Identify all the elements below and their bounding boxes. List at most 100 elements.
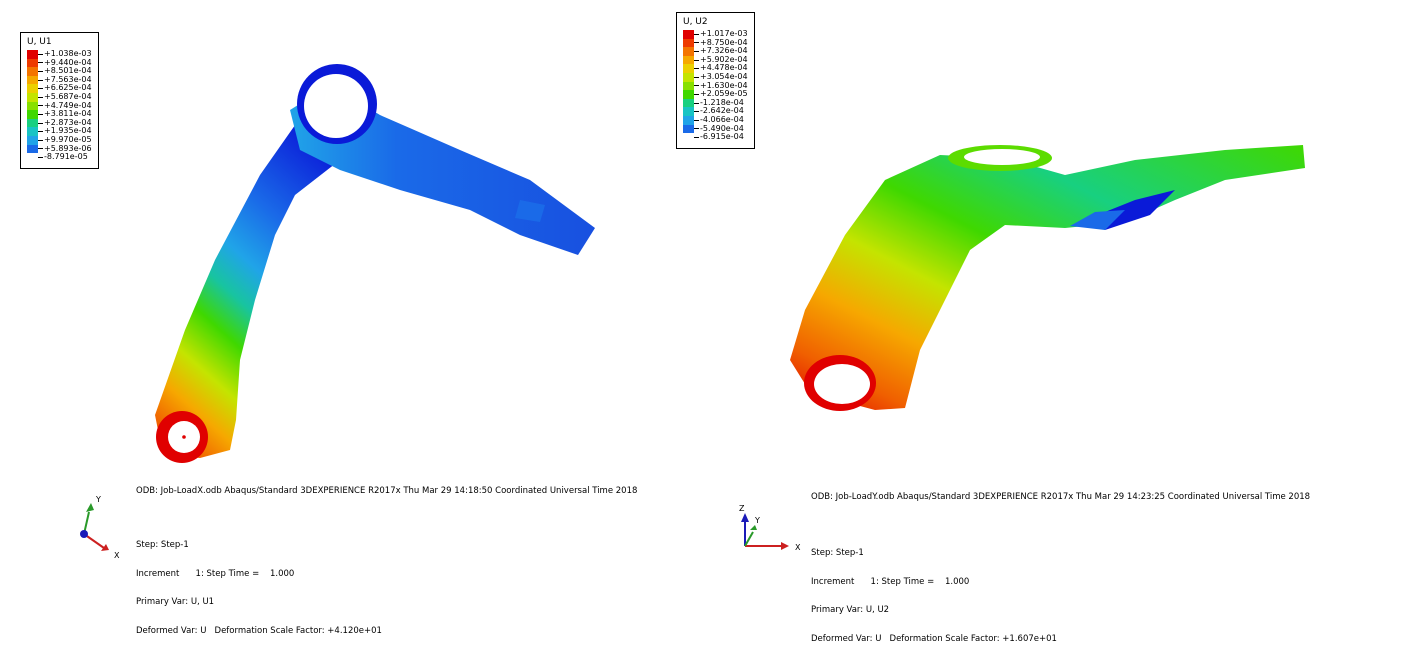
legend-swatch bbox=[683, 38, 694, 48]
legend-entry: +2.059e-05 bbox=[683, 90, 748, 99]
legend-swatch bbox=[683, 64, 694, 73]
legend-swatch bbox=[27, 75, 38, 85]
legend-swatch bbox=[27, 101, 38, 111]
legend-swatch bbox=[27, 84, 38, 93]
legend-tick bbox=[38, 113, 43, 115]
legend-entry: +1.017e-03 bbox=[683, 29, 748, 39]
legend-value: +6.625e-04 bbox=[44, 83, 92, 93]
legend-entry: +1.935e-04 bbox=[27, 127, 92, 136]
triad-label-z: Z bbox=[739, 504, 745, 513]
legend-tick bbox=[38, 88, 43, 90]
legend-value: -2.642e-04 bbox=[700, 106, 744, 116]
legend-entry: +5.893e-06 bbox=[27, 143, 92, 154]
legend-value: +1.017e-03 bbox=[700, 29, 748, 38]
legend-tick bbox=[38, 122, 43, 124]
legend-tick bbox=[694, 42, 699, 44]
axis-triad-left: Y X bbox=[80, 495, 120, 560]
model-contour-plot-u2 bbox=[790, 145, 1305, 411]
triad-label-y: Y bbox=[754, 516, 760, 525]
legend-entry: +4.749e-04 bbox=[27, 100, 92, 111]
legend-tick bbox=[38, 156, 43, 158]
legend-tick bbox=[38, 79, 43, 81]
legend-value: +5.687e-04 bbox=[44, 91, 92, 101]
odb-info-line: ODB: Job-LoadX.odb Abaqus/Standard 3DEXP… bbox=[136, 486, 638, 496]
legend-tick bbox=[38, 131, 43, 133]
legend-swatch bbox=[27, 50, 38, 59]
legend-entry: -2.642e-04 bbox=[683, 107, 748, 116]
legend-tick bbox=[694, 93, 699, 95]
legend-value: +5.893e-06 bbox=[44, 143, 92, 153]
triad-label-x: X bbox=[795, 543, 801, 552]
axis-triad-right: Z Y X bbox=[739, 504, 801, 552]
legend-entry: -8.791e-05 bbox=[27, 153, 92, 162]
legend-rows: +1.017e-03 +8.750e-04 +7.326e-04 +5.902e-04… bbox=[683, 29, 748, 142]
legend-entry: +5.687e-04 bbox=[27, 91, 92, 102]
legend-entry: +9.440e-04 bbox=[27, 58, 92, 68]
legend-value: +2.059e-05 bbox=[700, 89, 748, 99]
increment-label: Increment 1: Step Time = 1.000 bbox=[136, 568, 295, 579]
step-info-block: Step: Step-1 Increment 1: Step Time = 1.… bbox=[136, 522, 382, 655]
legend-swatch bbox=[683, 30, 694, 39]
legend-tick bbox=[38, 148, 43, 150]
legend-entry: +3.054e-04 bbox=[683, 72, 748, 82]
legend-entry: -6.915e-04 bbox=[683, 133, 748, 142]
deformed-var-label: Deformed Var: U Deformation Scale Factor… bbox=[811, 633, 1057, 644]
triad-label-x: X bbox=[114, 551, 120, 560]
increment-label: Increment 1: Step Time = 1.000 bbox=[811, 576, 970, 587]
step-label: Step: Step-1 bbox=[811, 548, 864, 558]
legend-entry: +1.630e-04 bbox=[683, 80, 748, 91]
model-contour-plot-u1 bbox=[155, 64, 595, 463]
legend-entry: +7.563e-04 bbox=[27, 74, 92, 85]
legend-entry: +8.750e-04 bbox=[683, 37, 748, 48]
legend-value: +4.749e-04 bbox=[44, 100, 92, 110]
legend-swatch bbox=[27, 144, 38, 154]
deformed-var-label: Deformed Var: U Deformation Scale Factor… bbox=[136, 625, 382, 636]
legend-swatch bbox=[683, 47, 694, 56]
legend-tick bbox=[694, 50, 699, 52]
legend-swatch bbox=[683, 72, 694, 82]
legend-value: +7.563e-04 bbox=[44, 74, 92, 84]
legend-swatch bbox=[683, 55, 694, 65]
legend-entry: +6.625e-04 bbox=[27, 84, 92, 93]
viewport-left[interactable]: U, U1 +1.038e-03 +9.440e-04 +8.501e-04 +7.5… bbox=[0, 0, 705, 635]
legend-value: +8.501e-04 bbox=[44, 66, 92, 76]
legend-value: -1.218e-04 bbox=[700, 97, 744, 107]
step-label: Step: Step-1 bbox=[136, 540, 189, 550]
legend-tick bbox=[694, 85, 699, 87]
legend-swatch bbox=[27, 58, 38, 68]
legend-tick bbox=[38, 62, 43, 64]
legend-swatch bbox=[27, 92, 38, 102]
legend-value: -4.066e-04 bbox=[700, 114, 744, 124]
legend-entry: +3.811e-04 bbox=[27, 110, 92, 119]
legend-value: +4.478e-04 bbox=[700, 63, 748, 73]
legend-entry: +5.902e-04 bbox=[683, 55, 748, 65]
legend-tick bbox=[694, 136, 699, 138]
legend-value: +1.038e-03 bbox=[44, 49, 92, 58]
legend-rows: +1.038e-03 +9.440e-04 +8.501e-04 +7.563e-04… bbox=[27, 49, 92, 162]
viewport-right[interactable]: U, U2 +1.017e-03 +8.750e-04 +7.326e-04 +5.9… bbox=[676, 0, 1411, 643]
legend-tick bbox=[694, 119, 699, 121]
legend-value: +1.935e-04 bbox=[44, 126, 92, 136]
legend-entry: +9.970e-05 bbox=[27, 134, 92, 145]
legend-value: +1.630e-04 bbox=[700, 80, 748, 90]
legend-value: +2.873e-04 bbox=[44, 117, 92, 127]
legend-swatch bbox=[27, 67, 38, 76]
legend-swatch bbox=[683, 90, 694, 99]
legend-tick bbox=[38, 96, 43, 98]
legend-value: +8.750e-04 bbox=[700, 37, 748, 47]
legend-value: -6.915e-04 bbox=[700, 132, 744, 142]
legend-tick bbox=[694, 59, 699, 61]
legend-tick bbox=[694, 68, 699, 70]
legend-value: -8.791e-05 bbox=[44, 152, 88, 162]
primary-var-label: Primary Var: U, U2 bbox=[811, 605, 890, 615]
legend-swatch bbox=[27, 135, 38, 145]
legend-tick bbox=[694, 76, 699, 78]
legend-swatch bbox=[27, 118, 38, 128]
legend-entry: +1.038e-03 bbox=[27, 49, 92, 59]
legend-value: +3.811e-04 bbox=[44, 109, 92, 119]
legend-entry: +7.326e-04 bbox=[683, 47, 748, 56]
legend-left: U, U1 +1.038e-03 +9.440e-04 +8.501e-04 +7.5… bbox=[20, 32, 99, 169]
legend-entry: +8.501e-04 bbox=[27, 67, 92, 76]
legend-swatch bbox=[683, 124, 694, 134]
legend-value: +9.970e-05 bbox=[44, 134, 92, 144]
